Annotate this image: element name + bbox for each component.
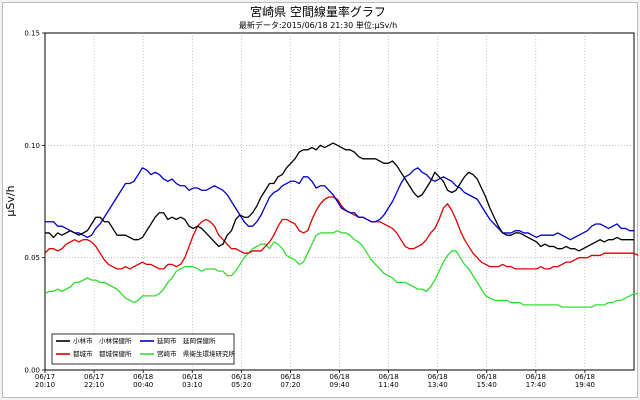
y-tick-label: 0.10 xyxy=(24,142,40,150)
x-tick-label-date: 06/18 xyxy=(280,373,300,381)
x-tick-label-date: 06/18 xyxy=(526,373,546,381)
y-axis-label: μSv/h xyxy=(4,185,17,216)
series-line-1 xyxy=(45,142,634,252)
x-tick-label-date: 06/18 xyxy=(575,373,595,381)
x-tick-label-date: 06/18 xyxy=(133,373,153,381)
x-tick-label-time: 19:40 xyxy=(575,381,595,389)
x-tick-label-time: 05:20 xyxy=(231,381,251,389)
y-axis-ticks: 0.00 0.05 0.10 0.15 xyxy=(24,30,45,375)
x-tick-label-time: 03:10 xyxy=(182,381,202,389)
x-tick-label-time: 00:40 xyxy=(133,381,153,389)
x-tick-label-time: 09:40 xyxy=(329,381,349,389)
x-tick-label-time: 13:40 xyxy=(428,381,448,389)
x-tick-label-time: 17:40 xyxy=(526,381,546,389)
x-tick-label-time: 07:20 xyxy=(280,381,300,389)
series-line-4 xyxy=(44,230,639,308)
x-tick-label-date: 06/17 xyxy=(84,373,104,381)
series-line-2 xyxy=(45,167,634,241)
x-axis-ticks: 06/1720:1006/1722:1006/1800:4006/1803:10… xyxy=(35,370,595,389)
series-line-3 xyxy=(44,196,639,270)
x-tick-label-time: 11:40 xyxy=(378,381,398,389)
legend-label: 宮崎市 県衛生環境研究所 xyxy=(157,349,236,358)
x-tick-label-time: 22:10 xyxy=(84,381,104,389)
y-tick-label: 0.05 xyxy=(24,254,40,262)
x-tick-label-time: 15:40 xyxy=(477,381,497,389)
x-tick-label-date: 06/17 xyxy=(35,373,55,381)
legend-label: 都城市 都城保健所 xyxy=(73,349,132,358)
x-tick-label-date: 06/18 xyxy=(182,373,202,381)
legend-label: 小林市 小林保健所 xyxy=(73,336,132,345)
x-tick-label-date: 06/18 xyxy=(378,373,398,381)
legend-label: 延岡市 延岡保健所 xyxy=(157,336,216,345)
chart-title: 宮崎県 空間線量率グラフ xyxy=(250,4,386,19)
y-tick-label: 0.00 xyxy=(24,367,40,375)
x-tick-label-date: 06/18 xyxy=(428,373,448,381)
x-tick-label-date: 06/18 xyxy=(477,373,497,381)
legend-box xyxy=(51,333,235,365)
chart-subtitle: 最新データ:2015/06/18 21:30 単位:μSv/h xyxy=(239,20,397,30)
y-tick-label: 0.15 xyxy=(24,30,40,38)
x-tick-label-date: 06/18 xyxy=(231,373,251,381)
series-lines xyxy=(44,142,639,308)
x-tick-label-time: 20:10 xyxy=(35,381,55,389)
x-tick-label-date: 06/18 xyxy=(329,373,349,381)
